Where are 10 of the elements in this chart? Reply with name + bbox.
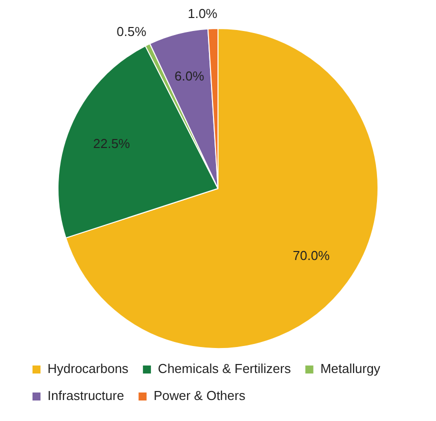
legend-label: Metallurgy: [320, 361, 381, 376]
data-label: 22.5%: [93, 136, 130, 151]
data-label: 0.5%: [116, 24, 147, 39]
legend-label: Power & Others: [154, 388, 246, 404]
data-label: 1.0%: [188, 6, 218, 22]
legend-label: Chemicals & Fertilizers: [158, 361, 292, 376]
data-label: 70.0%: [292, 248, 330, 263]
data-label: 6.0%: [174, 68, 205, 84]
legend-label: Infrastructure: [48, 388, 124, 404]
legend-label: Hydrocarbons: [48, 361, 129, 376]
